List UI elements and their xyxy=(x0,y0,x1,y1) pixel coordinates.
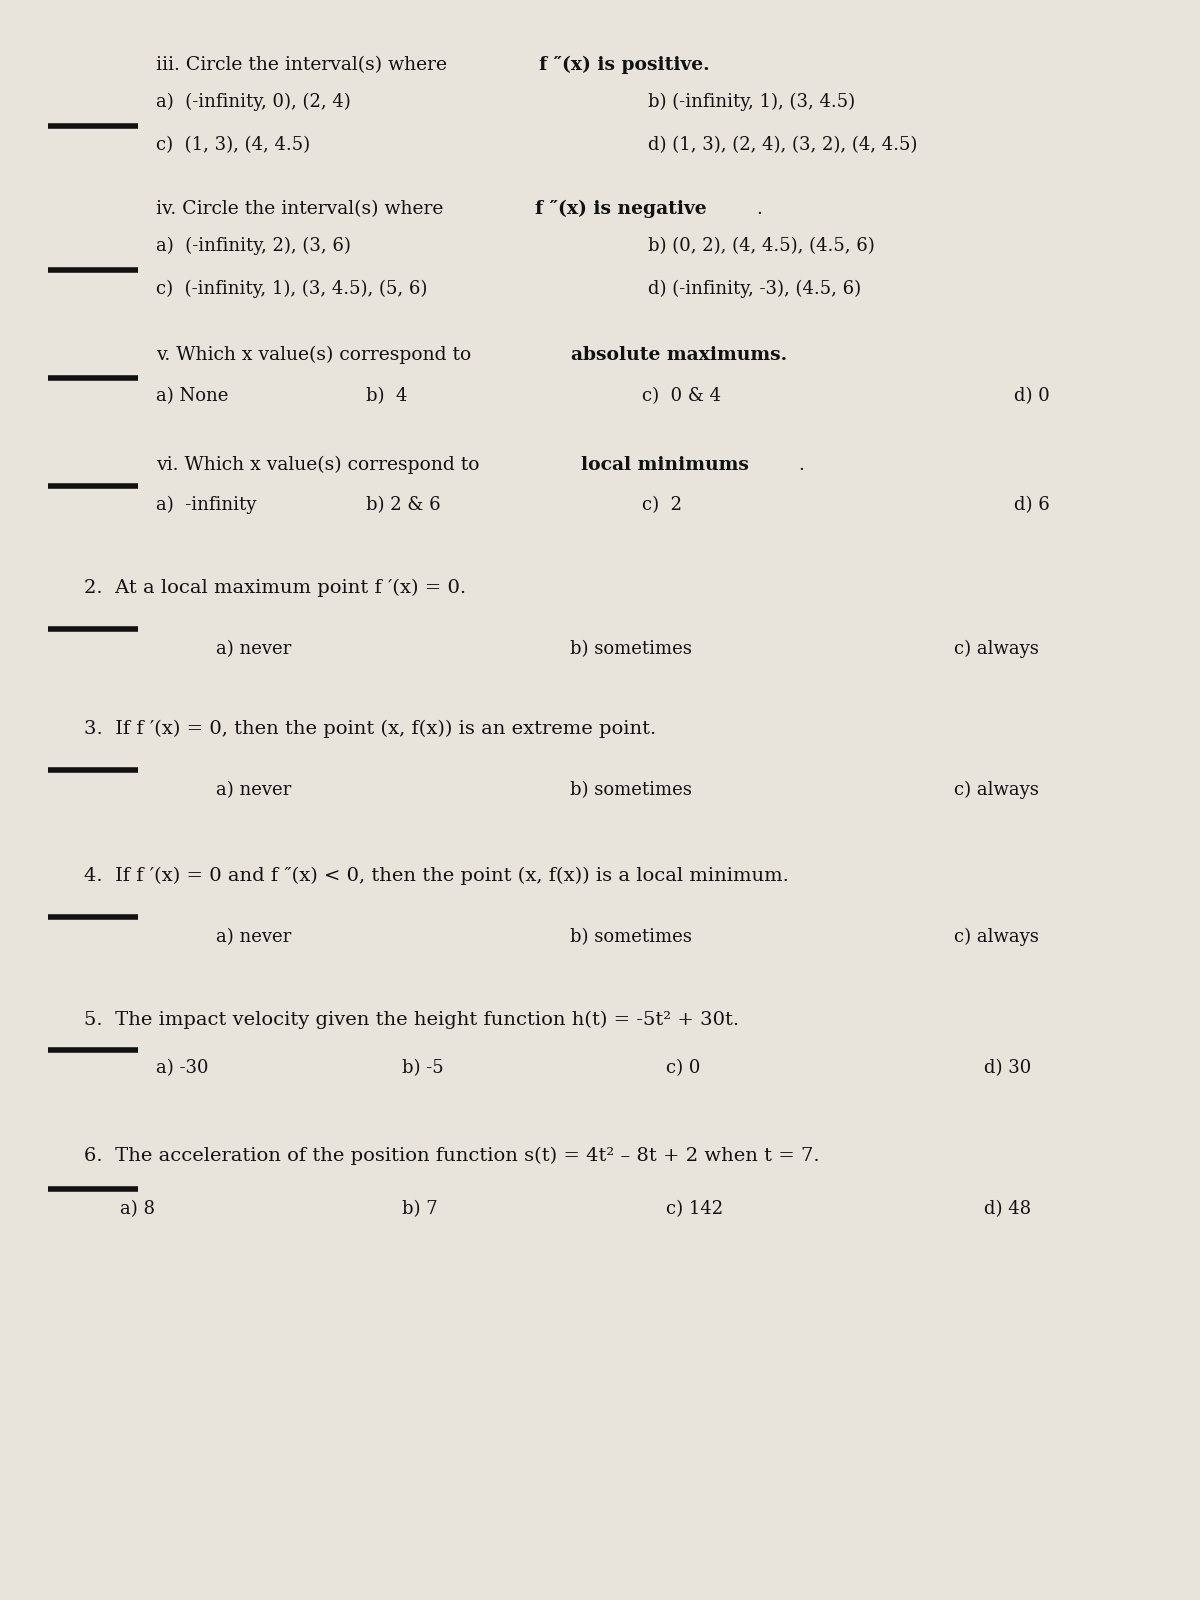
Text: b) (-infinity, 1), (3, 4.5): b) (-infinity, 1), (3, 4.5) xyxy=(648,93,856,110)
Text: b) 2 & 6: b) 2 & 6 xyxy=(366,496,440,514)
Text: b) sometimes: b) sometimes xyxy=(570,928,692,946)
Text: d) (1, 3), (2, 4), (3, 2), (4, 4.5): d) (1, 3), (2, 4), (3, 2), (4, 4.5) xyxy=(648,136,917,154)
Text: c)  2: c) 2 xyxy=(642,496,682,514)
Text: c)  (-infinity, 1), (3, 4.5), (5, 6): c) (-infinity, 1), (3, 4.5), (5, 6) xyxy=(156,280,427,298)
Text: c) 142: c) 142 xyxy=(666,1200,724,1218)
Text: a) 8: a) 8 xyxy=(120,1200,155,1218)
Text: v. Which x value(s) correspond to: v. Which x value(s) correspond to xyxy=(156,346,478,363)
Text: iv. Circle the interval(s) where: iv. Circle the interval(s) where xyxy=(156,200,449,218)
Text: vi. Which x value(s) correspond to: vi. Which x value(s) correspond to xyxy=(156,456,486,474)
Text: d) 6: d) 6 xyxy=(1014,496,1050,514)
Text: c)  0 & 4: c) 0 & 4 xyxy=(642,387,721,405)
Text: iii. Circle the interval(s) where: iii. Circle the interval(s) where xyxy=(156,56,454,74)
Text: 2.  At a local maximum point f ′(x) = 0.: 2. At a local maximum point f ′(x) = 0. xyxy=(84,579,466,597)
Text: 5.  The impact velocity given the height function h(t) = -5t² + 30t.: 5. The impact velocity given the height … xyxy=(84,1011,739,1029)
Text: b) (0, 2), (4, 4.5), (4.5, 6): b) (0, 2), (4, 4.5), (4.5, 6) xyxy=(648,237,875,254)
Text: b) -5: b) -5 xyxy=(402,1059,444,1077)
Text: c)  (1, 3), (4, 4.5): c) (1, 3), (4, 4.5) xyxy=(156,136,310,154)
Text: d) 30: d) 30 xyxy=(984,1059,1031,1077)
Text: 6.  The acceleration of the position function s(t) = 4t² – 8t + 2 when t = 7.: 6. The acceleration of the position func… xyxy=(84,1147,820,1165)
Text: .: . xyxy=(756,200,762,218)
Text: c) always: c) always xyxy=(954,928,1039,946)
Text: c) always: c) always xyxy=(954,640,1039,658)
Text: b)  4: b) 4 xyxy=(366,387,407,405)
Text: absolute maximums.: absolute maximums. xyxy=(570,346,787,363)
Text: f ″(x) is negative: f ″(x) is negative xyxy=(534,200,706,218)
Text: d) 0: d) 0 xyxy=(1014,387,1050,405)
Text: a) never: a) never xyxy=(216,928,292,946)
Text: a)  (-infinity, 0), (2, 4): a) (-infinity, 0), (2, 4) xyxy=(156,93,350,110)
Text: a) never: a) never xyxy=(216,640,292,658)
Text: f ″(x) is positive.: f ″(x) is positive. xyxy=(539,56,710,74)
Text: a) never: a) never xyxy=(216,781,292,798)
Text: 3.  If f ′(x) = 0, then the point (x, f(x)) is an extreme point.: 3. If f ′(x) = 0, then the point (x, f(x… xyxy=(84,720,656,738)
Text: b) 7: b) 7 xyxy=(402,1200,438,1218)
Text: c) always: c) always xyxy=(954,781,1039,798)
Text: 4.  If f ′(x) = 0 and f ″(x) < 0, then the point (x, f(x)) is a local minimum.: 4. If f ′(x) = 0 and f ″(x) < 0, then th… xyxy=(84,867,788,885)
Text: .: . xyxy=(798,456,804,474)
Text: c) 0: c) 0 xyxy=(666,1059,701,1077)
Text: d) (-infinity, -3), (4.5, 6): d) (-infinity, -3), (4.5, 6) xyxy=(648,280,862,298)
Text: a) -30: a) -30 xyxy=(156,1059,209,1077)
Text: a) None: a) None xyxy=(156,387,228,405)
Text: a)  (-infinity, 2), (3, 6): a) (-infinity, 2), (3, 6) xyxy=(156,237,350,254)
Text: b) sometimes: b) sometimes xyxy=(570,781,692,798)
Text: b) sometimes: b) sometimes xyxy=(570,640,692,658)
Text: d) 48: d) 48 xyxy=(984,1200,1031,1218)
Text: a)  -infinity: a) -infinity xyxy=(156,496,257,514)
Text: local minimums: local minimums xyxy=(581,456,749,474)
